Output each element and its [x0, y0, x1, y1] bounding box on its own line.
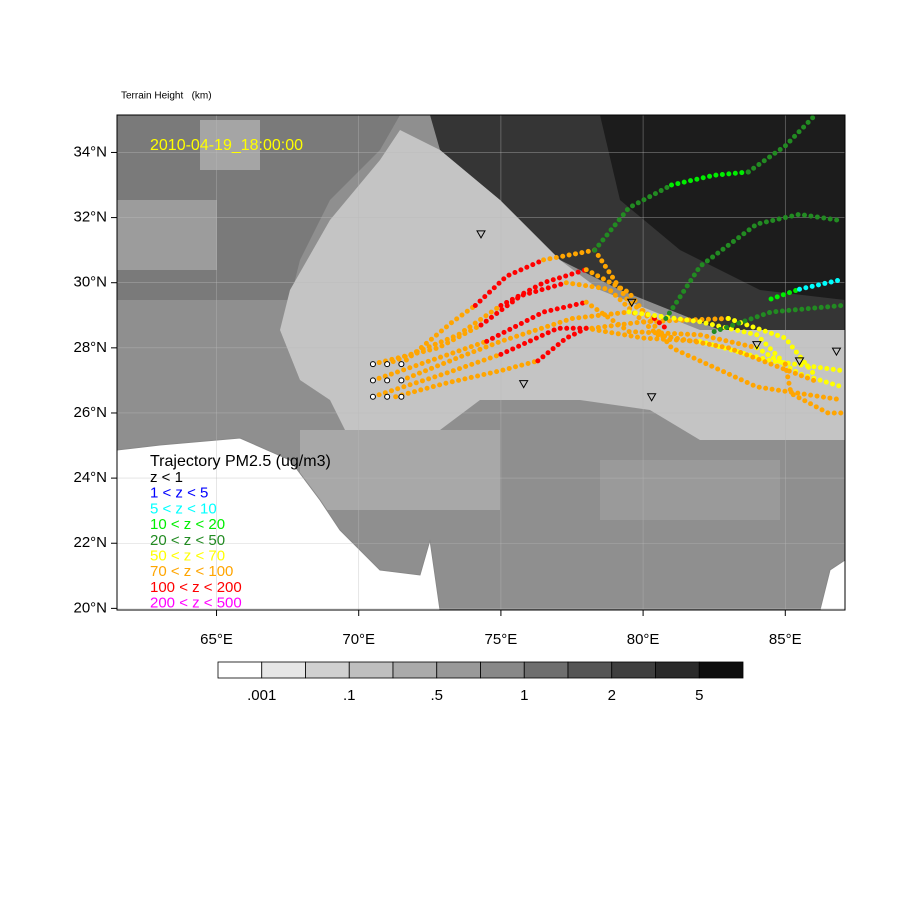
lat-tick-label: 20°N [73, 599, 107, 616]
trajectory-segment [498, 325, 595, 357]
trajectory-segment [498, 267, 589, 309]
trajectory-segment [472, 257, 547, 309]
colorbar-label: 1 [520, 687, 528, 704]
lat-tick-label: 24°N [73, 469, 107, 486]
station-marker [518, 380, 529, 389]
source-point [384, 361, 391, 368]
trajectory-segment [583, 325, 703, 344]
trajectory-segment [393, 358, 541, 400]
station-marker [831, 347, 842, 357]
trajectory-segment [370, 338, 490, 383]
title: Terrain Height (km) [121, 91, 212, 102]
lat-tick-label: 26°N [73, 404, 107, 421]
colorbar-box [480, 661, 525, 679]
lon-tick-label: 70°E [342, 631, 375, 648]
colorbar-box [567, 661, 613, 679]
colorbar-box [392, 661, 438, 679]
colorbar-box [436, 661, 481, 679]
colorbar-label: 2 [608, 687, 616, 704]
colorbar-label: .1 [343, 687, 356, 704]
legend-entry: 1 < z < 5 [150, 485, 208, 502]
lon-tick-label: 80°E [627, 631, 660, 648]
legend-entry: 70 < z < 100 [150, 563, 233, 580]
lon-tick-label: 75°E [485, 631, 518, 648]
source-point [369, 361, 376, 368]
trajectory-segment [370, 322, 484, 367]
trajectory-segment [583, 267, 845, 403]
legend-entry: z < 1 [150, 469, 183, 486]
source-point [369, 393, 376, 400]
trajectory-segment [797, 276, 845, 292]
colorbar-box [217, 661, 263, 679]
trajectory-segment [782, 361, 845, 416]
legend-entry: 20 < z < 50 [150, 532, 225, 549]
trajectory-segment [651, 316, 669, 331]
source-point [369, 377, 376, 384]
legend-entry: 200 < z < 500 [150, 595, 242, 612]
colorbar-label: .5 [430, 687, 443, 704]
legend-entry: 5 < z < 10 [150, 500, 217, 517]
trajectory-segment [725, 316, 817, 377]
colorbar-label: .001 [247, 687, 276, 704]
colorbar-box [655, 661, 700, 679]
colorbar-box [698, 661, 744, 679]
trajectory-segment [583, 299, 760, 351]
legend-entry: 100 < z < 200 [150, 579, 242, 596]
lat-tick-label: 32°N [73, 209, 107, 226]
trajectories [369, 115, 845, 416]
trajectory-segment [398, 303, 478, 367]
colorbar-box [348, 661, 394, 679]
lat-tick-label: 28°N [73, 339, 107, 356]
legend-title: Trajectory PM2.5 (ug/m3) [150, 453, 331, 470]
lat-tick-label: 30°N [73, 274, 107, 291]
colorbar-box [261, 661, 306, 679]
trajectory-segment [398, 309, 632, 383]
trajectory-segment [745, 115, 817, 175]
trajectory-segment [541, 247, 657, 322]
terrain [117, 115, 845, 610]
source-point [398, 361, 405, 368]
trajectory-segment [370, 351, 504, 400]
trajectory-segment [535, 325, 589, 364]
trajectory-segment [754, 345, 845, 390]
colorbar-label: 5 [695, 687, 703, 704]
trajectory-segment [563, 280, 817, 383]
colorbar-box [611, 661, 656, 679]
trajectory-segment [592, 182, 675, 253]
map-frame [116, 114, 846, 611]
trajectory-segment [484, 299, 589, 344]
station-marker [646, 393, 657, 402]
source-point [398, 393, 405, 400]
colorbar-box [523, 661, 569, 679]
trajectory-segment [768, 286, 802, 302]
lat-tick-label: 34°N [73, 143, 107, 160]
trajectory-segment [711, 303, 845, 335]
colorbar-box [305, 661, 350, 679]
source-point [398, 377, 405, 384]
trajectory-segment [669, 169, 751, 188]
source-point [384, 393, 391, 400]
station-marker [794, 357, 805, 366]
source-point [384, 377, 391, 384]
station-marker [626, 298, 637, 308]
legend-entry: 10 < z < 20 [150, 516, 225, 533]
trajectory-segment [626, 309, 788, 367]
station-marker [751, 341, 762, 350]
legend-entry: 50 < z < 70 [150, 547, 225, 564]
station-marker [476, 230, 486, 239]
lat-tick-label: 22°N [73, 534, 107, 551]
date-label: 2010-04-19_18:00:00 [150, 137, 303, 154]
lon-tick-label: 65°E [200, 631, 233, 648]
lon-tick-label: 85°E [769, 631, 802, 648]
